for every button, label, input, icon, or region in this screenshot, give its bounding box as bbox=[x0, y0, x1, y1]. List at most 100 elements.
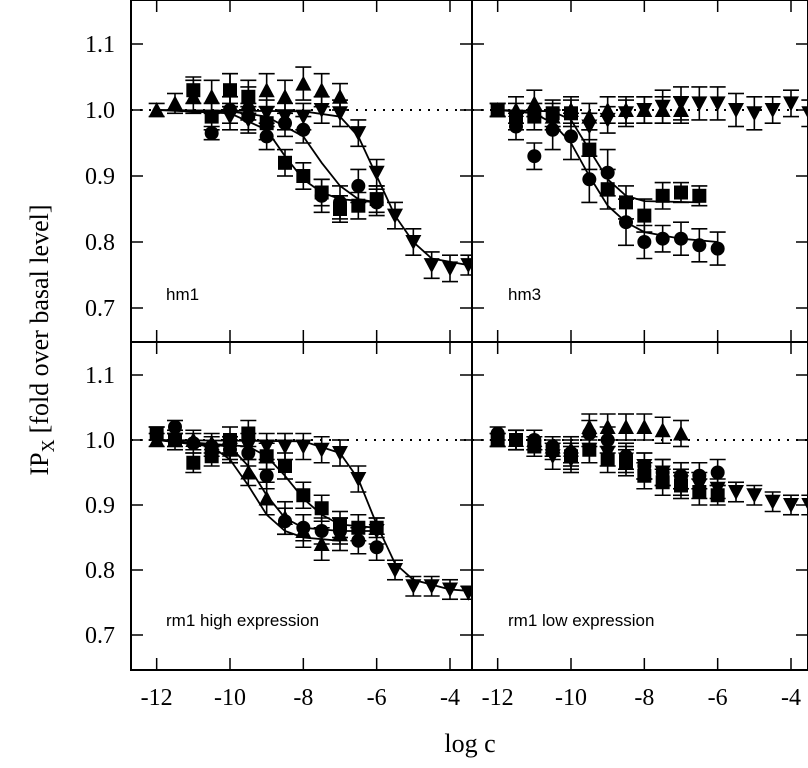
data-point bbox=[563, 102, 579, 117]
data-point bbox=[691, 478, 708, 494]
data-point bbox=[332, 526, 348, 542]
series-triangle-down bbox=[156, 96, 472, 283]
data-point bbox=[674, 231, 688, 246]
data-point bbox=[314, 501, 329, 516]
data-point bbox=[296, 169, 311, 183]
data-point bbox=[709, 481, 726, 497]
data-point bbox=[222, 442, 238, 458]
data-point bbox=[405, 235, 422, 250]
data-point bbox=[655, 188, 670, 203]
x-tick-label: -8 bbox=[634, 685, 654, 711]
data-point bbox=[673, 96, 689, 112]
data-point bbox=[637, 208, 652, 223]
data-point bbox=[442, 261, 458, 277]
data-point bbox=[185, 88, 202, 104]
data-point bbox=[368, 165, 385, 181]
y-tick-label: 1.1 bbox=[85, 32, 115, 58]
data-point bbox=[654, 465, 671, 481]
data-point bbox=[313, 103, 330, 118]
data-point bbox=[258, 106, 275, 122]
data-point bbox=[313, 536, 330, 551]
fit-curve bbox=[156, 109, 469, 266]
data-point bbox=[563, 452, 579, 468]
panel-4: -12 -10 -8 -6 -4 rm1 low expression bbox=[471, 341, 808, 711]
data-point bbox=[460, 585, 472, 601]
data-point bbox=[278, 459, 292, 473]
data-point bbox=[654, 422, 671, 438]
data-point bbox=[582, 142, 597, 157]
data-point bbox=[368, 524, 385, 539]
data-point bbox=[783, 498, 799, 513]
data-point bbox=[277, 439, 293, 455]
data-point bbox=[599, 446, 616, 461]
data-point bbox=[654, 99, 671, 115]
data-point bbox=[423, 258, 440, 274]
data-point bbox=[369, 192, 384, 207]
data-point bbox=[387, 563, 403, 578]
data-point bbox=[489, 102, 506, 117]
data-point bbox=[277, 88, 293, 104]
data-point bbox=[258, 82, 275, 98]
data-point bbox=[508, 432, 524, 447]
data-point bbox=[526, 432, 543, 447]
data-point bbox=[600, 182, 615, 197]
data-point bbox=[599, 112, 616, 128]
data-point bbox=[350, 472, 367, 487]
data-point bbox=[709, 96, 726, 112]
data-point bbox=[296, 488, 311, 503]
data-point bbox=[581, 442, 598, 458]
data-point bbox=[405, 579, 422, 595]
data-point bbox=[728, 103, 744, 118]
series-triangle-down bbox=[581, 86, 808, 141]
x-tick-label: -10 bbox=[555, 685, 587, 711]
data-point bbox=[313, 442, 330, 458]
data-point bbox=[636, 103, 653, 118]
data-point bbox=[692, 188, 707, 203]
y-tick-label: 0.8 bbox=[85, 558, 115, 584]
data-point bbox=[544, 449, 561, 465]
series-triangle-down bbox=[156, 432, 472, 601]
panel-3: 0.7 0.8 0.9 1.0 1.1 -12 -10 -8 -6 -4 rm1 high expr… bbox=[85, 341, 473, 711]
panel-1: 0.7 0.8 0.9 1.0 1.1 hm1 bbox=[85, 0, 473, 343]
data-point bbox=[489, 432, 506, 447]
data-point bbox=[764, 494, 781, 510]
data-point bbox=[674, 185, 688, 200]
data-point bbox=[351, 520, 366, 535]
data-point bbox=[581, 119, 598, 135]
x-tick-label: -4 bbox=[440, 685, 460, 711]
data-point bbox=[801, 106, 808, 119]
data-point bbox=[423, 579, 440, 595]
data-point bbox=[222, 82, 238, 98]
data-point bbox=[637, 235, 652, 249]
data-point bbox=[186, 455, 201, 470]
data-point bbox=[673, 425, 689, 441]
y-tick-label: 0.9 bbox=[85, 493, 115, 519]
data-point bbox=[728, 485, 744, 500]
panel-label: hm1 bbox=[166, 285, 199, 304]
data-point bbox=[295, 439, 312, 455]
data-point bbox=[526, 95, 543, 111]
x-tick-label: -6 bbox=[367, 685, 387, 711]
data-point bbox=[203, 88, 220, 104]
data-point bbox=[442, 582, 458, 598]
fit-curve bbox=[156, 109, 377, 204]
data-point bbox=[783, 96, 799, 112]
series-triangle-up bbox=[489, 413, 689, 464]
data-point bbox=[655, 231, 670, 246]
data-point bbox=[203, 435, 220, 451]
data-layer bbox=[148, 66, 472, 283]
data-point bbox=[333, 202, 347, 216]
y-axis-title-rest: [fold over basal level] bbox=[25, 205, 54, 434]
data-point bbox=[582, 172, 597, 187]
fit-curve bbox=[156, 439, 469, 592]
data-point bbox=[278, 155, 292, 170]
data-point bbox=[332, 106, 348, 122]
data-point bbox=[544, 108, 561, 124]
data-point bbox=[148, 432, 165, 447]
data-point bbox=[277, 510, 293, 525]
data-point bbox=[599, 419, 616, 434]
data-point bbox=[314, 185, 329, 200]
panel-label: rm1 high expression bbox=[166, 611, 319, 630]
